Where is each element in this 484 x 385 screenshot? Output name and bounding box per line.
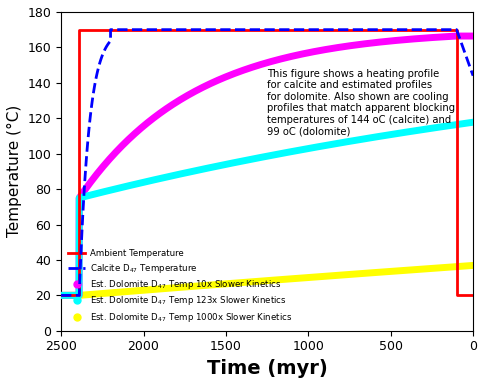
Legend: Ambient Temperature, Calcite D$_{47}$ Temperature, Est. Dolomite D$_{47}$ Temp 1: Ambient Temperature, Calcite D$_{47}$ Te… <box>65 246 294 326</box>
Text: This figure shows a heating profile
for calcite and estimated profiles
for dolom: This figure shows a heating profile for … <box>267 69 455 137</box>
Y-axis label: Temperature (°C): Temperature (°C) <box>7 105 22 238</box>
X-axis label: Time (myr): Time (myr) <box>207 359 328 378</box>
